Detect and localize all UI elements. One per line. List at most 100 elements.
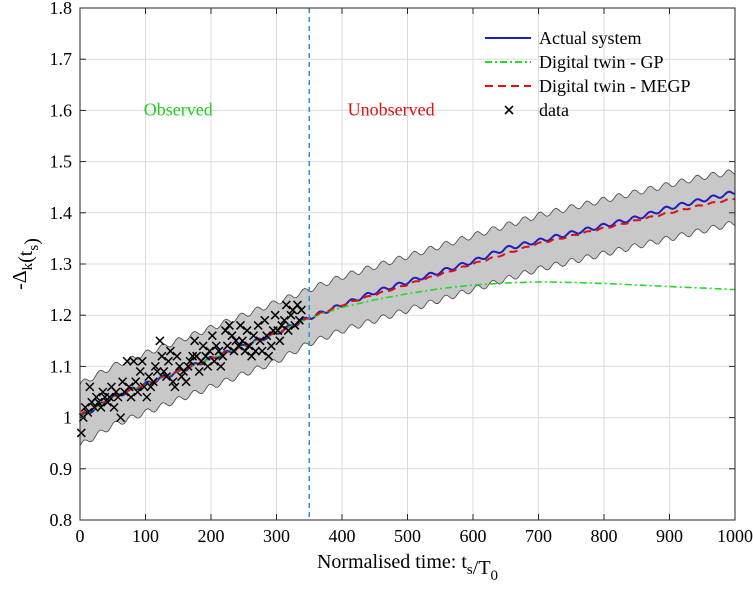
legend-label: Digital twin - GP [539,52,664,72]
legend: Actual system Digital twin - GP Digital tw… [485,28,691,120]
data-point [165,346,175,356]
data-point [255,336,265,346]
legend-item: Actual system [485,28,641,48]
data-point [85,382,95,392]
x-tick-label: 400 [329,526,356,546]
x-tick-label: 500 [394,526,421,546]
y-tick-label: 1.2 [50,305,73,325]
legend-item: Digital twin - MEGP [485,76,691,96]
legend-label: data [539,100,569,120]
data-point [281,300,291,310]
data-point [139,382,149,392]
data-point [209,356,219,366]
data-point [275,336,285,346]
y-tick-label: 1.6 [50,100,73,120]
data-point [244,341,254,351]
legend-label: Actual system [539,28,641,48]
x-tick-label: 800 [591,526,618,546]
data-point [161,372,171,382]
data-point [137,356,147,366]
x-tick-label: 1000 [717,526,753,546]
data-point [207,331,217,341]
data-point [227,331,237,341]
data-point [260,315,270,325]
y-tick-label: 1.4 [50,203,73,223]
data-point [188,351,198,361]
data-point [253,320,263,330]
data-point [185,356,195,366]
data-point [270,310,280,320]
data-point [277,320,287,330]
x-axis-label: Normalised time: ts/T0 [317,551,498,584]
y-tick-label: 0.9 [50,459,73,479]
y-tick-label: 1.5 [50,152,73,172]
data-point [126,392,136,402]
x-tick-label: 700 [525,526,552,546]
data-point [168,377,178,387]
data-point [296,305,306,315]
y-tick-label: 1 [63,408,72,428]
data-point [201,351,211,361]
data-point [118,377,128,387]
y-tick-label: 1.7 [50,49,73,69]
data-point [170,382,180,392]
data-point [93,397,103,407]
axes [79,7,736,521]
data-point [273,326,283,336]
legend-swatch [504,105,514,115]
data-point [159,366,169,377]
data-point [122,356,132,366]
x-tick-label: 100 [132,526,159,546]
data-point [237,336,247,346]
data-point [98,387,108,397]
data-point [89,402,99,412]
legend-item: data [504,100,569,120]
data-point [211,341,221,351]
data-point [116,413,126,423]
y-tick-label: 0.8 [50,510,73,530]
x-tick-label: 300 [263,526,290,546]
data-point [294,315,304,325]
data-point [80,402,90,412]
data-point [133,387,143,397]
data-point [91,392,101,402]
axis-labels: Normalised time: ts/T0 -Δk(ts) [9,238,498,584]
data-point [235,320,246,330]
data-point [266,341,276,351]
data-point [251,346,261,356]
data-point [214,346,224,356]
y-axis-label: -Δk(ts) [9,238,43,290]
legend-label: Digital twin - MEGP [539,76,691,96]
data-point [104,392,115,402]
data-point [142,392,152,402]
data-point [233,341,244,351]
data-point [155,336,165,346]
x-tick-label: 900 [656,526,683,546]
data-point [109,402,119,412]
data-point [249,331,259,341]
data-point [129,356,139,366]
y-tick-label: 1.8 [50,0,73,18]
data-point [279,315,289,325]
data-point [152,366,162,377]
annotation-unobserved: Unobserved [348,100,435,120]
data-point [131,377,141,387]
data-point [205,346,215,356]
data-point [163,356,173,366]
data-point [216,361,226,371]
data-point [157,351,167,361]
y-tick-label: 1.3 [50,254,73,274]
data-point [111,387,121,397]
data-point [224,320,234,330]
scatter-group [76,300,306,438]
x-tick-label: 600 [460,526,487,546]
data-point [240,346,250,356]
annotation-observed: Observed [144,100,213,120]
data-point [135,366,145,377]
data-point [183,361,193,371]
x-tick-label: 200 [198,526,225,546]
data-point [124,382,134,392]
data-point [198,341,208,351]
data-point [150,361,160,371]
data-point [190,336,200,346]
